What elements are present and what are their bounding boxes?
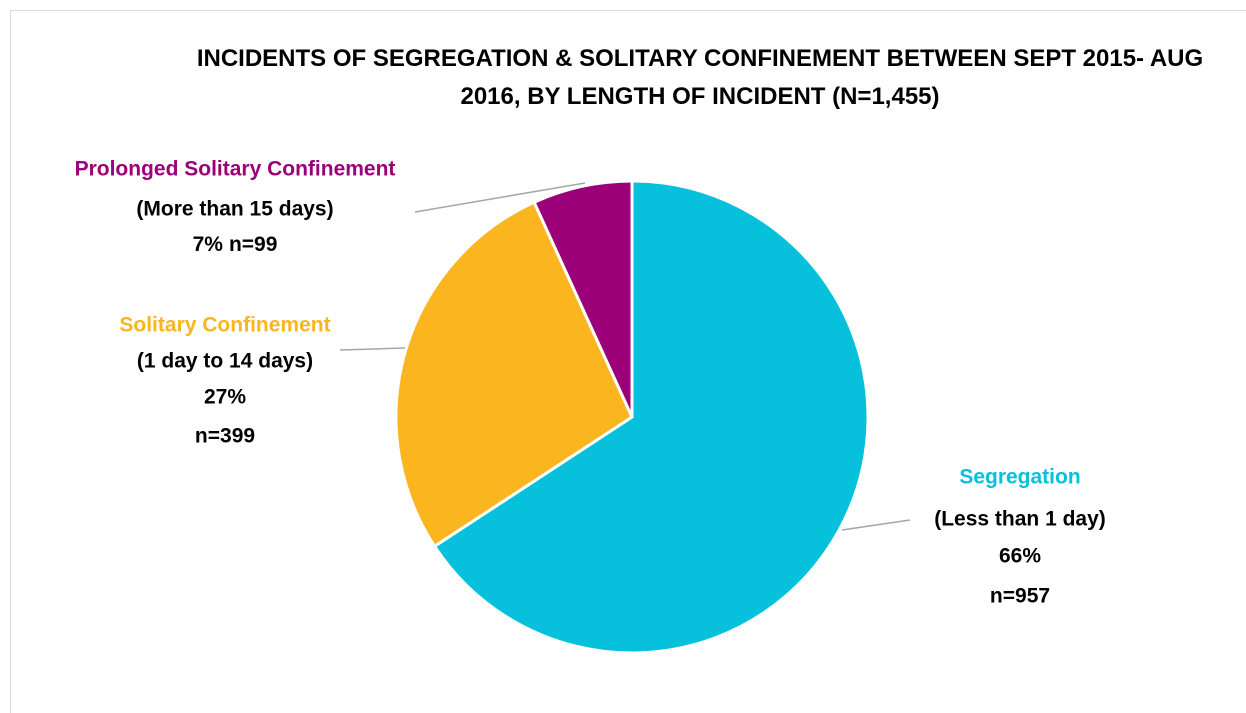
slice-sublabel: (More than 15 days) (136, 198, 333, 221)
value-label: 27% (204, 386, 246, 409)
slice-sublabel: (Less than 1 day) (934, 508, 1106, 531)
pie-slice (532, 179, 634, 418)
leader-line (414, 182, 586, 213)
leader-line (339, 347, 406, 351)
leader-line (841, 519, 911, 531)
value-label: 66% (999, 545, 1041, 568)
slice-sublabel: (1 day to 14 days) (137, 350, 313, 373)
pie-slice (432, 179, 870, 655)
chart-frame (10, 10, 1246, 713)
slice-label: Solitary Confinement (119, 314, 330, 337)
slice-label: Segregation (959, 466, 1080, 489)
value-count-label: 7% n=99 (193, 233, 278, 256)
slice-label: Prolonged Solitary Confinement (75, 158, 396, 181)
chart-title: INCIDENTS OF SEGREGATION & SOLITARY CONF… (196, 45, 1204, 110)
count-label: n=957 (990, 585, 1050, 608)
count-label: n=99 (229, 233, 277, 256)
count-label: n=399 (195, 425, 255, 448)
value-label: 7% (193, 233, 224, 256)
